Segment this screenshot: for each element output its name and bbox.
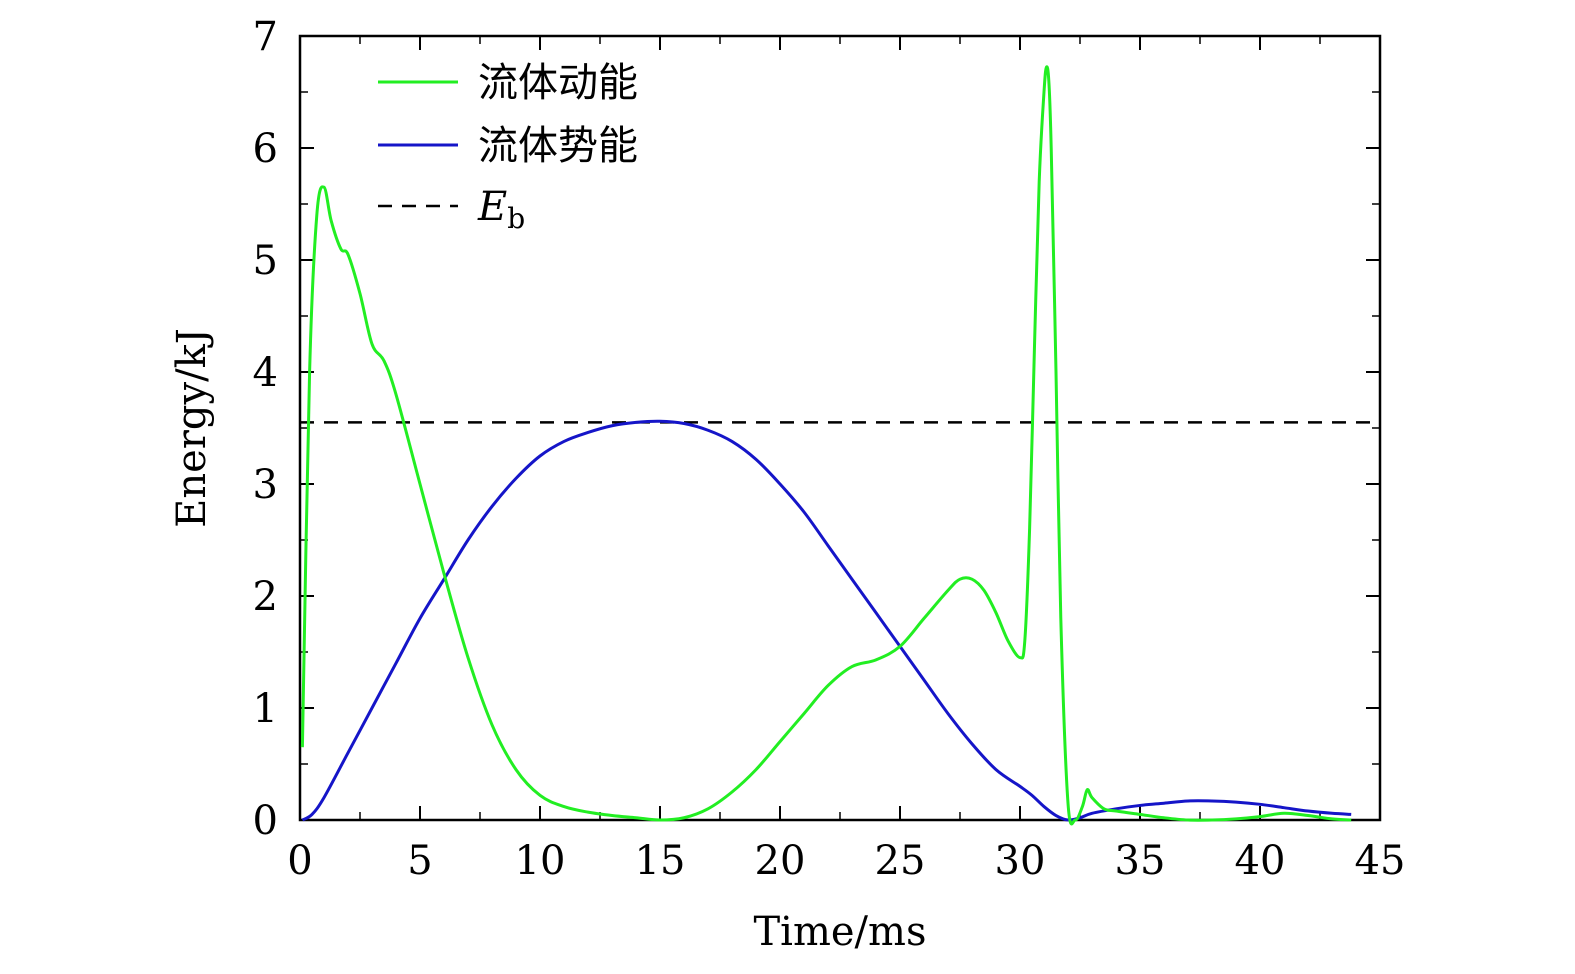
- x-tick-label: 10: [515, 838, 566, 884]
- x-tick-label: 25: [875, 838, 926, 884]
- series-line-potential-energy: [301, 419, 1352, 822]
- y-tick-label: 2: [253, 574, 278, 620]
- x-tick-label: 15: [635, 838, 686, 884]
- legend-label-eb-sub: b: [507, 202, 525, 235]
- x-tick-label: 20: [755, 838, 806, 884]
- x-axis-label: Time/ms: [753, 909, 926, 955]
- legend-label-eb-main: E: [477, 184, 507, 230]
- y-tick-label: 6: [253, 126, 278, 172]
- y-tick-label: 4: [253, 350, 278, 396]
- x-tick-label: 45: [1355, 838, 1406, 884]
- series-line-kinetic-energy: [300, 65, 1352, 826]
- y-tick-label: 3: [253, 462, 278, 508]
- legend-label-eb: Eb: [477, 184, 525, 235]
- series-layer: [300, 65, 1380, 826]
- legend: 流体动能 流体势能 Eb: [378, 60, 638, 235]
- y-tick-label: 5: [253, 238, 278, 284]
- x-tick-label: 0: [287, 838, 312, 884]
- y-tick-label: 1: [253, 686, 278, 732]
- plot-frame: [298, 34, 1382, 822]
- x-tick-label: 35: [1115, 838, 1166, 884]
- legend-label-kinetic: 流体动能: [478, 60, 638, 106]
- legend-label-potential: 流体势能: [478, 123, 638, 169]
- x-tick-label: 40: [1235, 838, 1286, 884]
- axis-ticks: [299, 35, 1381, 821]
- x-tick-label: 30: [995, 838, 1046, 884]
- y-tick-label: 0: [253, 798, 278, 844]
- y-tick-label: 7: [253, 14, 278, 60]
- y-axis-label: Energy/kJ: [169, 328, 215, 528]
- x-tick-label: 5: [407, 838, 432, 884]
